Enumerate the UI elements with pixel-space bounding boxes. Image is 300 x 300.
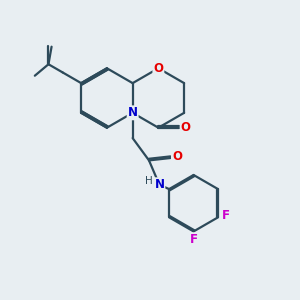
- Text: O: O: [172, 150, 182, 163]
- Text: H: H: [145, 176, 153, 186]
- Text: O: O: [153, 62, 164, 75]
- Text: F: F: [222, 209, 230, 222]
- Text: N: N: [154, 178, 164, 191]
- Text: O: O: [181, 121, 191, 134]
- Text: F: F: [190, 233, 198, 246]
- Text: N: N: [128, 106, 138, 119]
